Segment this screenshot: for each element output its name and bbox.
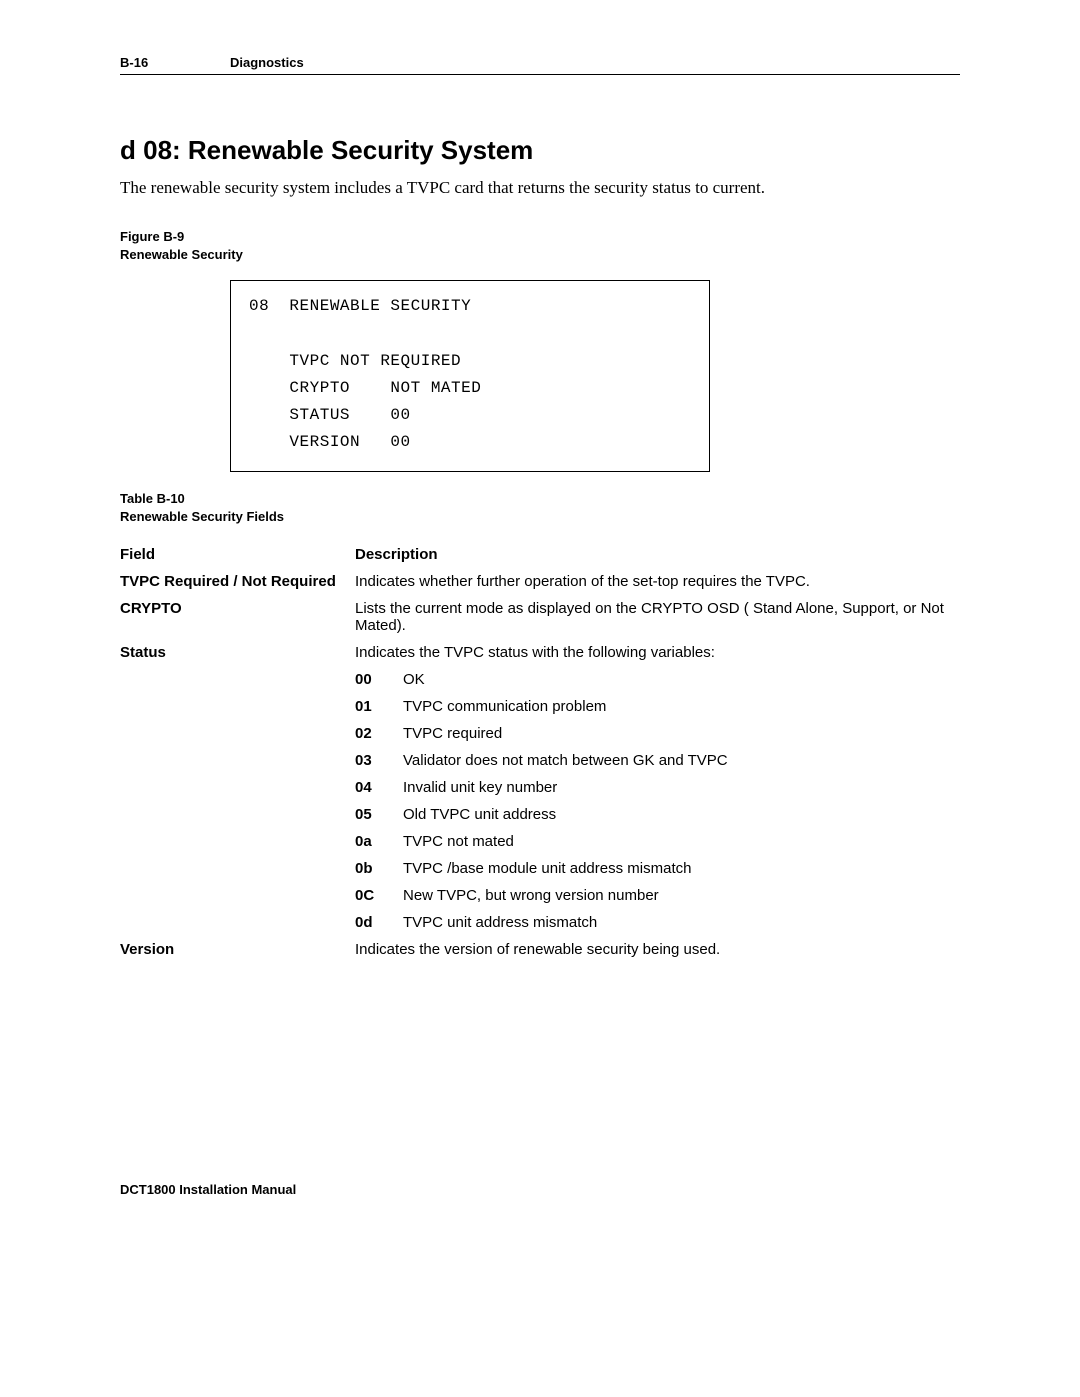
table-label: Table B-10 Renewable Security Fields <box>120 490 960 526</box>
status-text: New TVPC, but wrong version number <box>403 887 950 904</box>
status-code-list: 00 OK 01 TVPC communication problem 02 T… <box>355 671 950 931</box>
footer-manual-title: DCT1800 Installation Manual <box>120 1182 296 1197</box>
table-row: TVPC Required / Not Required Indicates w… <box>120 573 960 600</box>
cell-field: Version <box>120 941 355 968</box>
status-code: 0a <box>355 833 403 850</box>
cell-desc: Lists the current mode as displayed on t… <box>355 600 960 644</box>
th-description: Description <box>355 546 960 573</box>
status-code: 0b <box>355 860 403 877</box>
section-title: d 08: Renewable Security System <box>120 135 960 166</box>
status-code: 00 <box>355 671 403 688</box>
status-text: Old TVPC unit address <box>403 806 950 823</box>
header-section-title: Diagnostics <box>230 55 304 70</box>
table-row: Version Indicates the version of renewab… <box>120 941 960 968</box>
status-text: TVPC not mated <box>403 833 950 850</box>
figure-label-line2: Renewable Security <box>120 246 960 264</box>
table-row: CRYPTO Lists the current mode as display… <box>120 600 960 644</box>
th-field: Field <box>120 546 355 573</box>
cell-desc: Indicates whether further operation of t… <box>355 573 960 600</box>
table-label-line2: Renewable Security Fields <box>120 508 960 526</box>
status-text: TVPC required <box>403 725 950 742</box>
status-code: 0C <box>355 887 403 904</box>
status-code: 04 <box>355 779 403 796</box>
status-code: 0d <box>355 914 403 931</box>
status-code: 01 <box>355 698 403 715</box>
header-page-number: B-16 <box>120 55 230 70</box>
status-code: 03 <box>355 752 403 769</box>
status-text: Invalid unit key number <box>403 779 950 796</box>
status-text: TVPC communication problem <box>403 698 950 715</box>
cell-desc: Indicates the version of renewable secur… <box>355 941 960 968</box>
table-label-line1: Table B-10 <box>120 490 960 508</box>
page-header: B-16 Diagnostics <box>120 55 960 75</box>
status-text: Validator does not match between GK and … <box>403 752 950 769</box>
section-intro: The renewable security system includes a… <box>120 178 960 198</box>
status-intro: Indicates the TVPC status with the follo… <box>355 644 715 661</box>
figure-label: Figure B-9 Renewable Security <box>120 228 960 264</box>
cell-field: TVPC Required / Not Required <box>120 573 355 600</box>
status-code: 05 <box>355 806 403 823</box>
cell-field: Status <box>120 644 355 941</box>
table-header-row: Field Description <box>120 546 960 573</box>
status-text: OK <box>403 671 950 688</box>
status-code: 02 <box>355 725 403 742</box>
status-text: TVPC /base module unit address mismatch <box>403 860 950 877</box>
table-row: Status Indicates the TVPC status with th… <box>120 644 960 941</box>
figure-label-line1: Figure B-9 <box>120 228 960 246</box>
cell-desc: Indicates the TVPC status with the follo… <box>355 644 960 941</box>
status-text: TVPC unit address mismatch <box>403 914 950 931</box>
cell-field: CRYPTO <box>120 600 355 644</box>
fields-table: Field Description TVPC Required / Not Re… <box>120 546 960 968</box>
osd-display-box: 08 RENEWABLE SECURITY TVPC NOT REQUIRED … <box>230 280 710 471</box>
